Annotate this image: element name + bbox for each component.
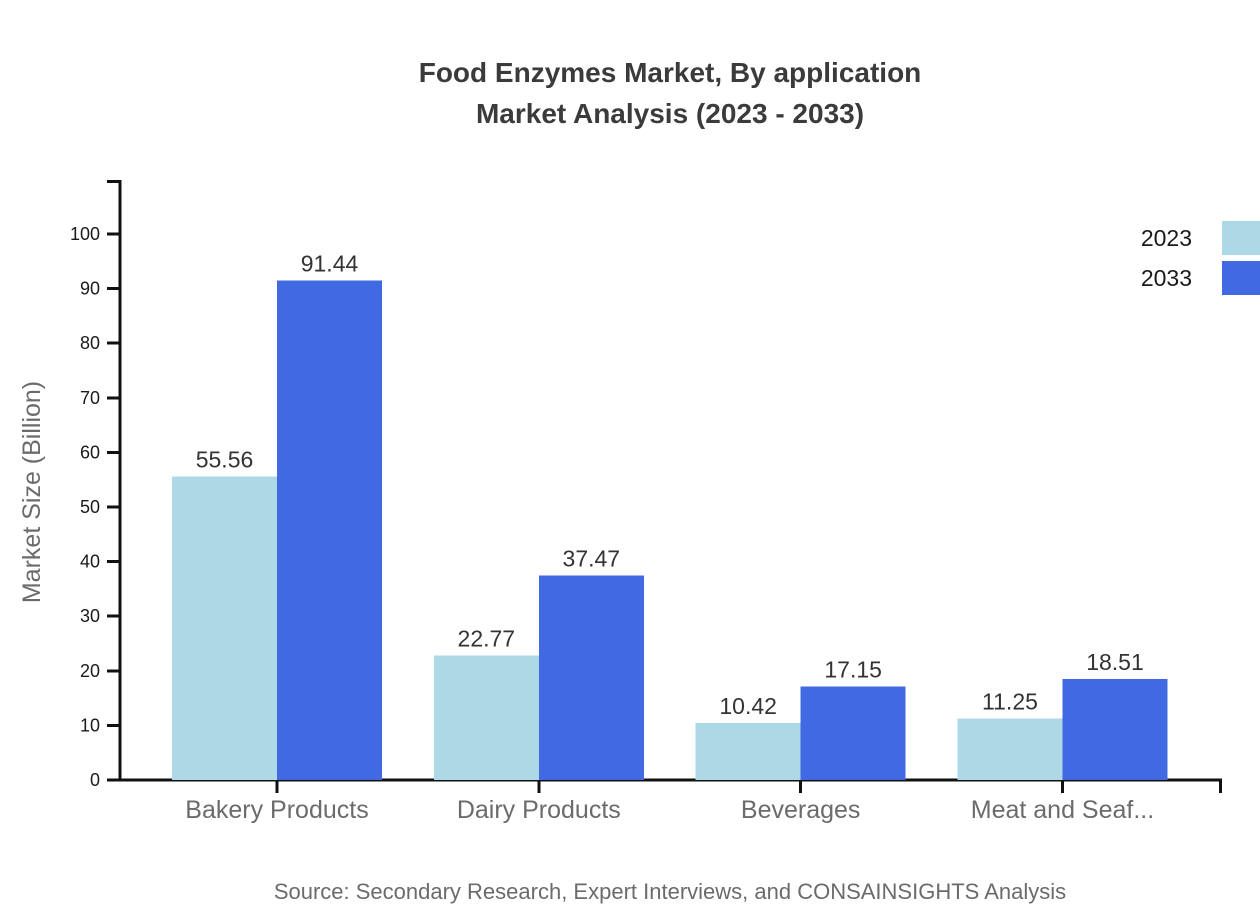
y-tick-label: 100 — [70, 224, 100, 244]
source-text: Source: Secondary Research, Expert Inter… — [273, 879, 1067, 904]
value-label-2023-bakery-products: 55.56 — [196, 447, 254, 473]
y-tick-label: 90 — [80, 279, 100, 299]
bar-2023-meat-and-seaf — [957, 718, 1063, 780]
legend-label-2023: 2023 — [1140, 225, 1192, 251]
y-tick-label: 0 — [90, 770, 100, 790]
legend-swatch-2023 — [1222, 221, 1260, 255]
y-tick-label: 60 — [80, 442, 100, 462]
legend-swatch-2033 — [1222, 261, 1260, 295]
value-label-2033-bakery-products: 91.44 — [301, 251, 359, 277]
value-label-2033-meat-and-seaf: 18.51 — [1086, 649, 1144, 675]
chart-title-line1: Food Enzymes Market, By application — [418, 57, 922, 88]
chart-title-line2: Market Analysis (2023 - 2033) — [475, 98, 865, 129]
x-category-label-meat-and-seaf: Meat and Seaf... — [971, 796, 1154, 824]
legend: 2023 2033 — [1141, 221, 1260, 295]
bar-2023-dairy-products — [433, 655, 539, 780]
value-label-2023-beverages: 10.42 — [719, 693, 777, 719]
y-tick-label: 70 — [80, 388, 100, 408]
bar-2023-beverages — [695, 723, 801, 780]
bar-2033-meat-and-seaf — [1062, 678, 1168, 780]
y-tick-label: 30 — [80, 606, 100, 626]
y-tick-label: 80 — [80, 333, 100, 353]
value-label-2033-dairy-products: 37.47 — [563, 545, 621, 571]
value-label-2033-beverages: 17.15 — [824, 656, 882, 682]
y-tick-label: 50 — [80, 497, 100, 517]
bar-2023-bakery-products — [172, 476, 277, 780]
bar-2033-bakery-products — [277, 280, 382, 780]
x-category-label-bakery-products: Bakery Products — [185, 796, 368, 824]
y-tick-label: 20 — [80, 661, 100, 681]
value-label-2023-dairy-products: 22.77 — [458, 626, 516, 652]
y-tick-label: 10 — [80, 715, 100, 735]
bar-2033-dairy-products — [538, 575, 644, 780]
bar-2033-beverages — [800, 686, 906, 780]
y-tick-label: 40 — [80, 552, 100, 572]
legend-item-2033: 2033 — [1141, 261, 1260, 295]
chart-title: Food Enzymes Market, By application Mark… — [120, 52, 1220, 134]
legend-item-2023: 2023 — [1141, 221, 1260, 255]
x-category-label-dairy-products: Dairy Products — [457, 796, 621, 824]
x-category-label-beverages: Beverages — [741, 796, 861, 824]
legend-label-2033: 2033 — [1140, 265, 1192, 291]
value-label-2023-meat-and-seaf: 11.25 — [982, 689, 1038, 715]
